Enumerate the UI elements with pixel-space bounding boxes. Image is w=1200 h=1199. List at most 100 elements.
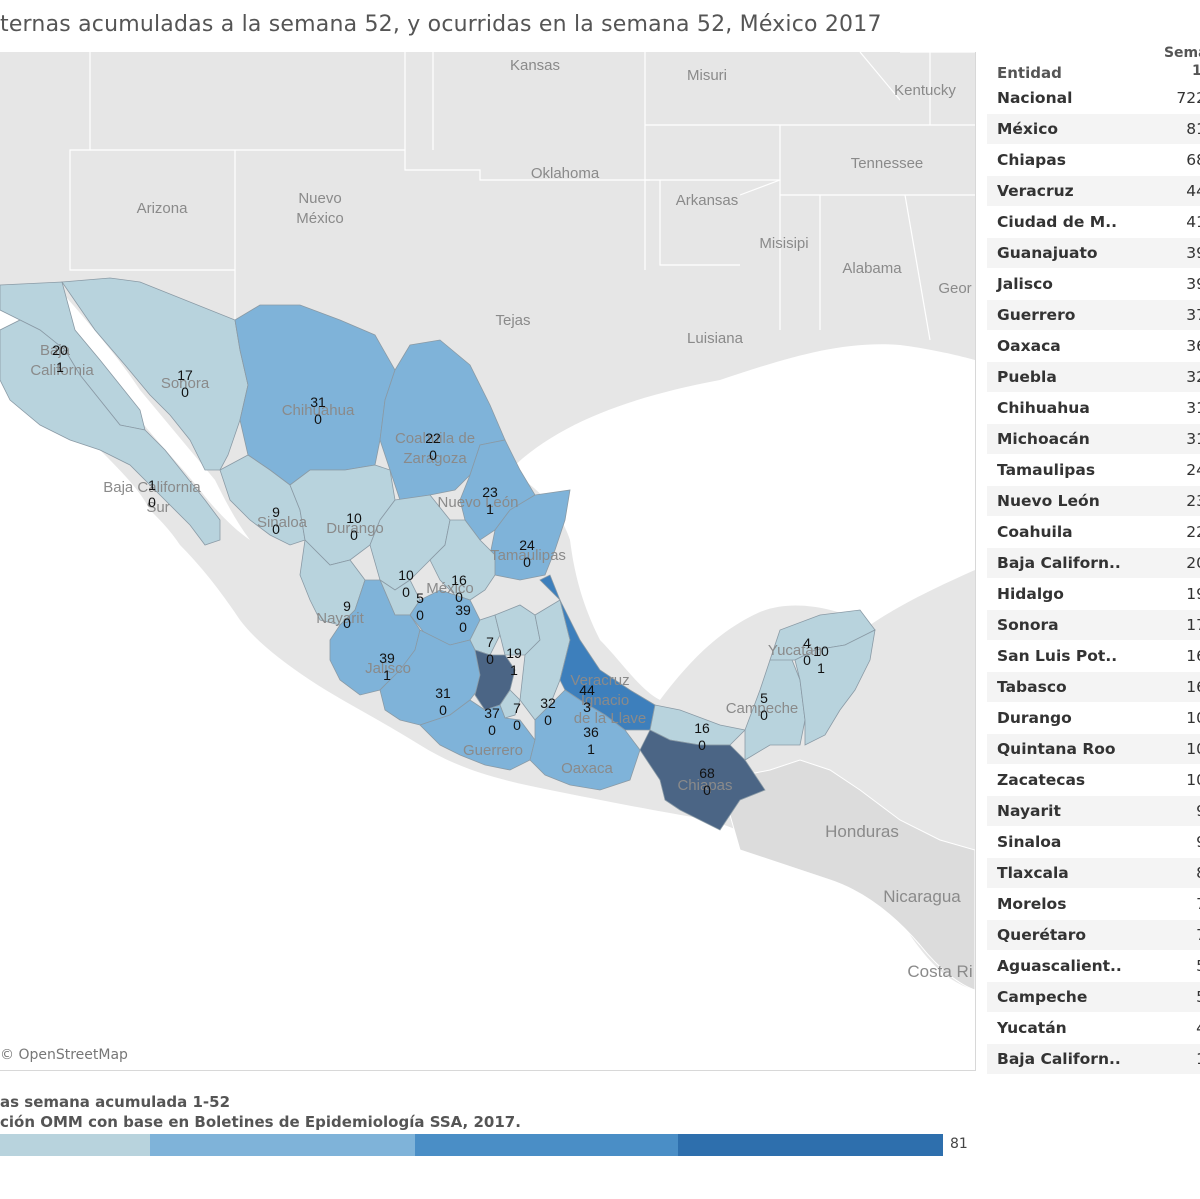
marker-week: 0: [439, 702, 447, 718]
row-entidad: Chihuahua: [997, 399, 1090, 417]
marker-week: 0: [760, 707, 768, 723]
row-valor: 7: [1196, 926, 1200, 944]
row-entidad: Baja Californ..: [997, 554, 1121, 572]
state-san-luis-potosi[interactable]: [429, 519, 496, 601]
svg-text:Durango: Durango: [326, 520, 384, 537]
row-valor: 10: [1186, 709, 1200, 727]
row-entidad: Aguascalient..: [997, 957, 1122, 975]
table-row[interactable]: Nacional 722: [987, 83, 1200, 114]
table-row[interactable]: Tamaulipas 24: [987, 455, 1200, 486]
table-row[interactable]: México 81: [987, 114, 1200, 145]
table-row[interactable]: Baja Californ.. 1: [987, 1044, 1200, 1075]
svg-text:Arizona: Arizona: [137, 200, 189, 217]
row-valor: 41: [1186, 213, 1200, 231]
state-tamaulipas[interactable]: [489, 489, 571, 581]
table-row[interactable]: Sonora 17: [987, 610, 1200, 641]
marker-total: 4: [803, 635, 811, 651]
svg-text:Campeche: Campeche: [726, 700, 799, 717]
row-valor: 39: [1186, 244, 1200, 262]
marker-week: 0: [703, 782, 711, 798]
table-row[interactable]: Guanajuato 39: [987, 238, 1200, 269]
table-row[interactable]: Quintana Roo 10: [987, 734, 1200, 765]
svg-text:de la Llave: de la Llave: [574, 710, 647, 727]
marker-total: 32: [540, 695, 556, 711]
marker-week: 0: [455, 589, 463, 605]
row-valor: 7: [1196, 895, 1200, 913]
row-valor: 10: [1186, 740, 1200, 758]
svg-text:Nuevo: Nuevo: [298, 190, 341, 207]
table-row[interactable]: Sinaloa 9: [987, 827, 1200, 858]
state-sonora[interactable]: [61, 277, 249, 471]
table-row[interactable]: Tlaxcala 8: [987, 858, 1200, 889]
row-entidad: Yucatán: [997, 1019, 1067, 1037]
svg-text:Guerrero: Guerrero: [463, 742, 523, 759]
table-row[interactable]: Aguascalient.. 5: [987, 951, 1200, 982]
state-oaxaca[interactable]: [529, 689, 641, 791]
map-canvas[interactable]: Kansas Misuri Kentucky Oklahoma Tennesse…: [0, 52, 975, 1070]
table-row[interactable]: Colima1: [987, 1075, 1200, 1080]
column-header-entidad[interactable]: Entidad: [997, 64, 1062, 82]
table-row[interactable]: Tabasco 16: [987, 672, 1200, 703]
row-entidad: Michoacán: [997, 430, 1090, 448]
marker-total: 20: [52, 342, 68, 358]
svg-text:Kansas: Kansas: [510, 57, 560, 74]
table-row[interactable]: Durango 10: [987, 703, 1200, 734]
table-row[interactable]: Yucatán 4: [987, 1013, 1200, 1044]
table-row[interactable]: Nuevo León 23: [987, 486, 1200, 517]
marker-week: 0: [544, 712, 552, 728]
table-row[interactable]: Querétaro 7: [987, 920, 1200, 951]
row-entidad: Puebla: [997, 368, 1057, 386]
table-row[interactable]: Puebla 32: [987, 362, 1200, 393]
svg-text:Oklahoma: Oklahoma: [531, 165, 600, 182]
table-row[interactable]: Michoacán 31: [987, 424, 1200, 455]
table-row[interactable]: Baja Californ.. 20: [987, 548, 1200, 579]
state-baja-california-sur[interactable]: [0, 319, 221, 546]
marker-week: 0: [488, 722, 496, 738]
row-valor: 19: [1186, 585, 1200, 603]
column-header-semana[interactable]: Semana 1-52: [1097, 44, 1200, 80]
table-row[interactable]: Guerrero 37: [987, 300, 1200, 331]
row-valor: 9: [1196, 833, 1200, 851]
marker-total: 10: [346, 510, 362, 526]
table-row[interactable]: Chiapas 68: [987, 145, 1200, 176]
table-row[interactable]: Oaxaca 36: [987, 331, 1200, 362]
marker-total: 16: [451, 572, 467, 588]
marker-week: 1: [56, 359, 64, 375]
row-entidad: Veracruz: [997, 182, 1074, 200]
table-row[interactable]: Zacatecas 10: [987, 765, 1200, 796]
state-chiapas[interactable]: [639, 729, 766, 831]
row-entidad: Durango: [997, 709, 1072, 727]
state-veracruz[interactable]: [539, 574, 656, 731]
marker-week: 0: [523, 554, 531, 570]
table-row[interactable]: San Luis Pot.. 16: [987, 641, 1200, 672]
row-entidad: Nayarit: [997, 802, 1061, 820]
table-row[interactable]: Campeche 5: [987, 982, 1200, 1013]
marker-week: 0: [486, 651, 494, 667]
marker-total: 5: [416, 590, 424, 606]
table-row[interactable]: Morelos 7: [987, 889, 1200, 920]
table-row[interactable]: Ciudad de M.. 41: [987, 207, 1200, 238]
state-table[interactable]: Entidad Semana 1-52 Nacional722México81C…: [987, 40, 1200, 1080]
marker-week: 0: [343, 615, 351, 631]
choropleth-map[interactable]: Kansas Misuri Kentucky Oklahoma Tennesse…: [0, 52, 976, 1071]
marker-total: 17: [177, 367, 193, 383]
table-row[interactable]: Chihuahua 31: [987, 393, 1200, 424]
marker-total: 39: [455, 602, 471, 618]
table-row[interactable]: Veracruz 44: [987, 176, 1200, 207]
table-row[interactable]: Jalisco 39: [987, 269, 1200, 300]
source-caption: ción OMM con base en Boletines de Epidem…: [0, 1113, 521, 1131]
marker-total: 24: [519, 537, 535, 553]
table-row[interactable]: Hidalgo 19: [987, 579, 1200, 610]
state-quintana-roo[interactable]: [794, 629, 876, 746]
marker-total: 68: [699, 765, 715, 781]
row-entidad: Tlaxcala: [997, 864, 1069, 882]
row-entidad: Nuevo León: [997, 492, 1100, 510]
table-row[interactable]: Coahuila 22: [987, 517, 1200, 548]
svg-text:Coahuila de: Coahuila de: [395, 430, 475, 447]
row-entidad: Jalisco: [997, 275, 1053, 293]
map-attribution[interactable]: © OpenStreetMap: [0, 1047, 128, 1063]
state-guerrero[interactable]: [419, 699, 536, 771]
marker-week: 0: [181, 384, 189, 400]
svg-text:Chiapas: Chiapas: [677, 777, 732, 794]
table-row[interactable]: Nayarit 9: [987, 796, 1200, 827]
